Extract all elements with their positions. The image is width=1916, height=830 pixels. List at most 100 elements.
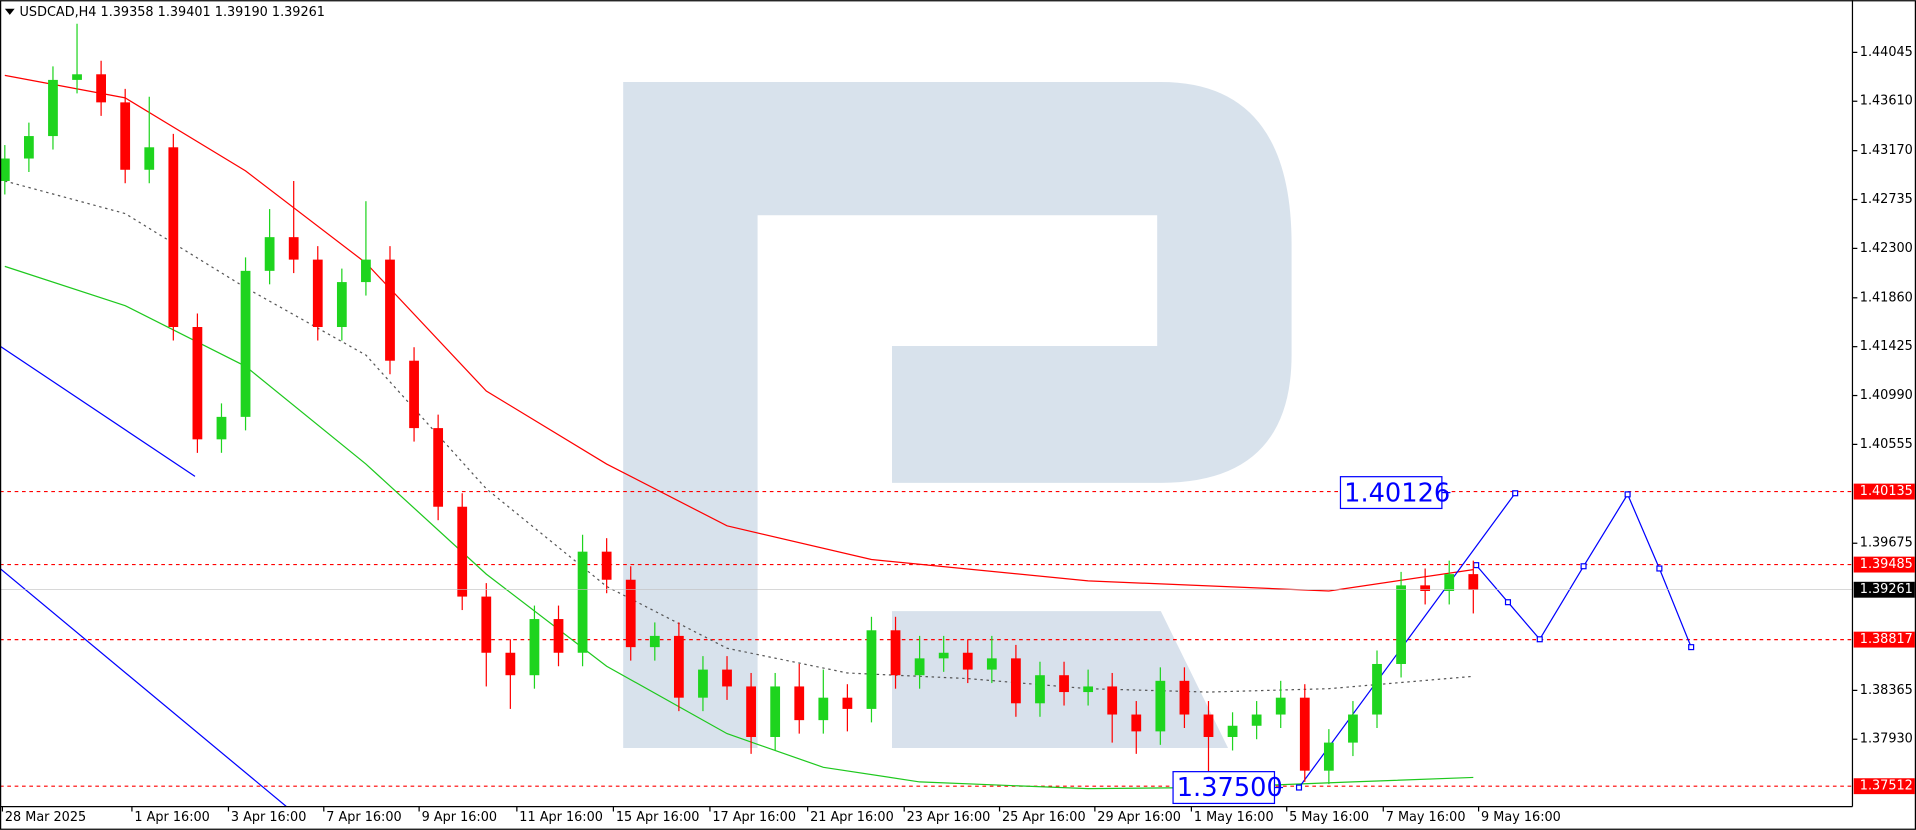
candle-body — [1107, 686, 1118, 715]
x-tick-label: 1 Apr 16:00 — [134, 810, 209, 825]
forecast-point — [1688, 644, 1695, 651]
candle-body — [649, 635, 660, 648]
candle-body — [890, 630, 901, 676]
chart-title: USDCAD,H4 1.39358 1.39401 1.39190 1.3926… — [20, 5, 325, 20]
y-tick-label: 1.41425 — [1860, 339, 1913, 354]
forecast-point — [1656, 565, 1663, 572]
candle-body — [433, 428, 444, 507]
menu-arrow — [4, 8, 15, 15]
candle-body — [1275, 697, 1286, 715]
y-tick-label: 1.42300 — [1860, 241, 1913, 256]
candle-body — [1155, 680, 1166, 732]
indicator-line — [4, 74, 1474, 592]
candle-body — [24, 136, 34, 159]
y-tick-label: 1.40990 — [1860, 388, 1913, 403]
candle-body — [1444, 574, 1455, 591]
candle-body — [842, 697, 853, 709]
candle-body — [1468, 574, 1479, 590]
candle-body — [288, 237, 299, 260]
candle-body — [168, 147, 179, 328]
current-price-label: 1.39261 — [1860, 582, 1913, 597]
y-tick-label: 1.37930 — [1860, 732, 1913, 747]
candle-body — [673, 635, 684, 698]
candle-body — [722, 669, 732, 687]
annotation-box — [1339, 476, 1443, 510]
candle-body — [986, 658, 997, 670]
annotation-label: 1.37500 — [1177, 773, 1283, 803]
candle-body — [1059, 675, 1069, 693]
forecast-point — [1295, 784, 1303, 791]
forecast-point — [1512, 490, 1519, 497]
candle-body — [601, 551, 612, 580]
candle-body — [336, 282, 347, 328]
indicator-line — [4, 180, 1474, 693]
indicator-line — [0, 345, 196, 477]
current-price-box — [1853, 581, 1915, 598]
x-tick-label: 11 Apr 16:00 — [519, 810, 603, 825]
forecast-point — [1504, 599, 1512, 606]
level-label: 1.40135 — [1860, 484, 1913, 499]
y-tick-label: 1.39675 — [1860, 536, 1913, 551]
x-tick-label: 15 Apr 16:00 — [616, 810, 700, 825]
x-tick-label: 9 Apr 16:00 — [422, 810, 497, 825]
candle-body — [385, 259, 395, 361]
x-tick-label: 1 May 16:00 — [1194, 810, 1274, 825]
candle-body — [48, 79, 58, 137]
x-tick-label: 7 May 16:00 — [1386, 810, 1466, 825]
x-tick-label: 23 Apr 16:00 — [907, 810, 991, 825]
candle-body — [144, 147, 155, 170]
candle-body — [1420, 585, 1431, 591]
forecast-point — [1624, 491, 1631, 498]
level-box — [1853, 631, 1915, 648]
candle-body — [1227, 725, 1238, 737]
y-tick-label: 1.41860 — [1860, 290, 1913, 305]
logo-r — [623, 82, 1292, 748]
candle-body — [312, 259, 323, 328]
candle-body — [770, 686, 781, 737]
candle-body — [1299, 697, 1310, 771]
candle-body — [1203, 714, 1214, 737]
candle-body — [962, 652, 973, 670]
candle-body — [1011, 658, 1021, 704]
forecast-point — [1473, 562, 1480, 569]
candle-body — [625, 579, 636, 648]
candle-body — [72, 74, 82, 80]
plot-area — [0, 23, 1853, 807]
level-label: 1.39485 — [1860, 557, 1913, 572]
indicator-line — [1298, 492, 1516, 788]
x-tick-label: 21 Apr 16:00 — [810, 810, 894, 825]
candle-body — [938, 652, 949, 659]
x-tick-label: 17 Apr 16:00 — [712, 810, 796, 825]
candle-body — [1372, 663, 1382, 715]
indicator-line — [0, 568, 287, 807]
candle-body — [505, 652, 516, 676]
y-tick-label: 1.43610 — [1860, 94, 1913, 109]
y-tick-label: 1.40555 — [1860, 437, 1913, 452]
candle-body — [0, 158, 10, 181]
level-label: 1.38817 — [1860, 632, 1913, 647]
level-box — [1853, 556, 1915, 573]
y-tick-label: 1.42735 — [1860, 192, 1913, 207]
y-tick-label: 1.38365 — [1860, 683, 1913, 698]
y-tick-label: 1.43170 — [1860, 143, 1913, 158]
candle-body — [866, 630, 877, 709]
x-tick-label: 29 Apr 16:00 — [1097, 810, 1181, 825]
candle-body — [264, 237, 275, 271]
candle-body — [1179, 680, 1190, 715]
candle-body — [1251, 714, 1262, 726]
candle-body — [577, 551, 588, 653]
candle-body — [529, 619, 540, 676]
candle-body — [409, 360, 419, 429]
candle-body — [746, 686, 756, 737]
candle-body — [1131, 714, 1142, 732]
candle-body — [240, 270, 251, 417]
candle-body — [553, 619, 564, 653]
candle-body — [1323, 742, 1334, 771]
candle-body — [1348, 714, 1358, 743]
candle-body — [818, 697, 829, 721]
x-tick-label: 25 Apr 16:00 — [1002, 810, 1086, 825]
candle-body — [192, 327, 203, 440]
candle-body — [96, 74, 106, 103]
